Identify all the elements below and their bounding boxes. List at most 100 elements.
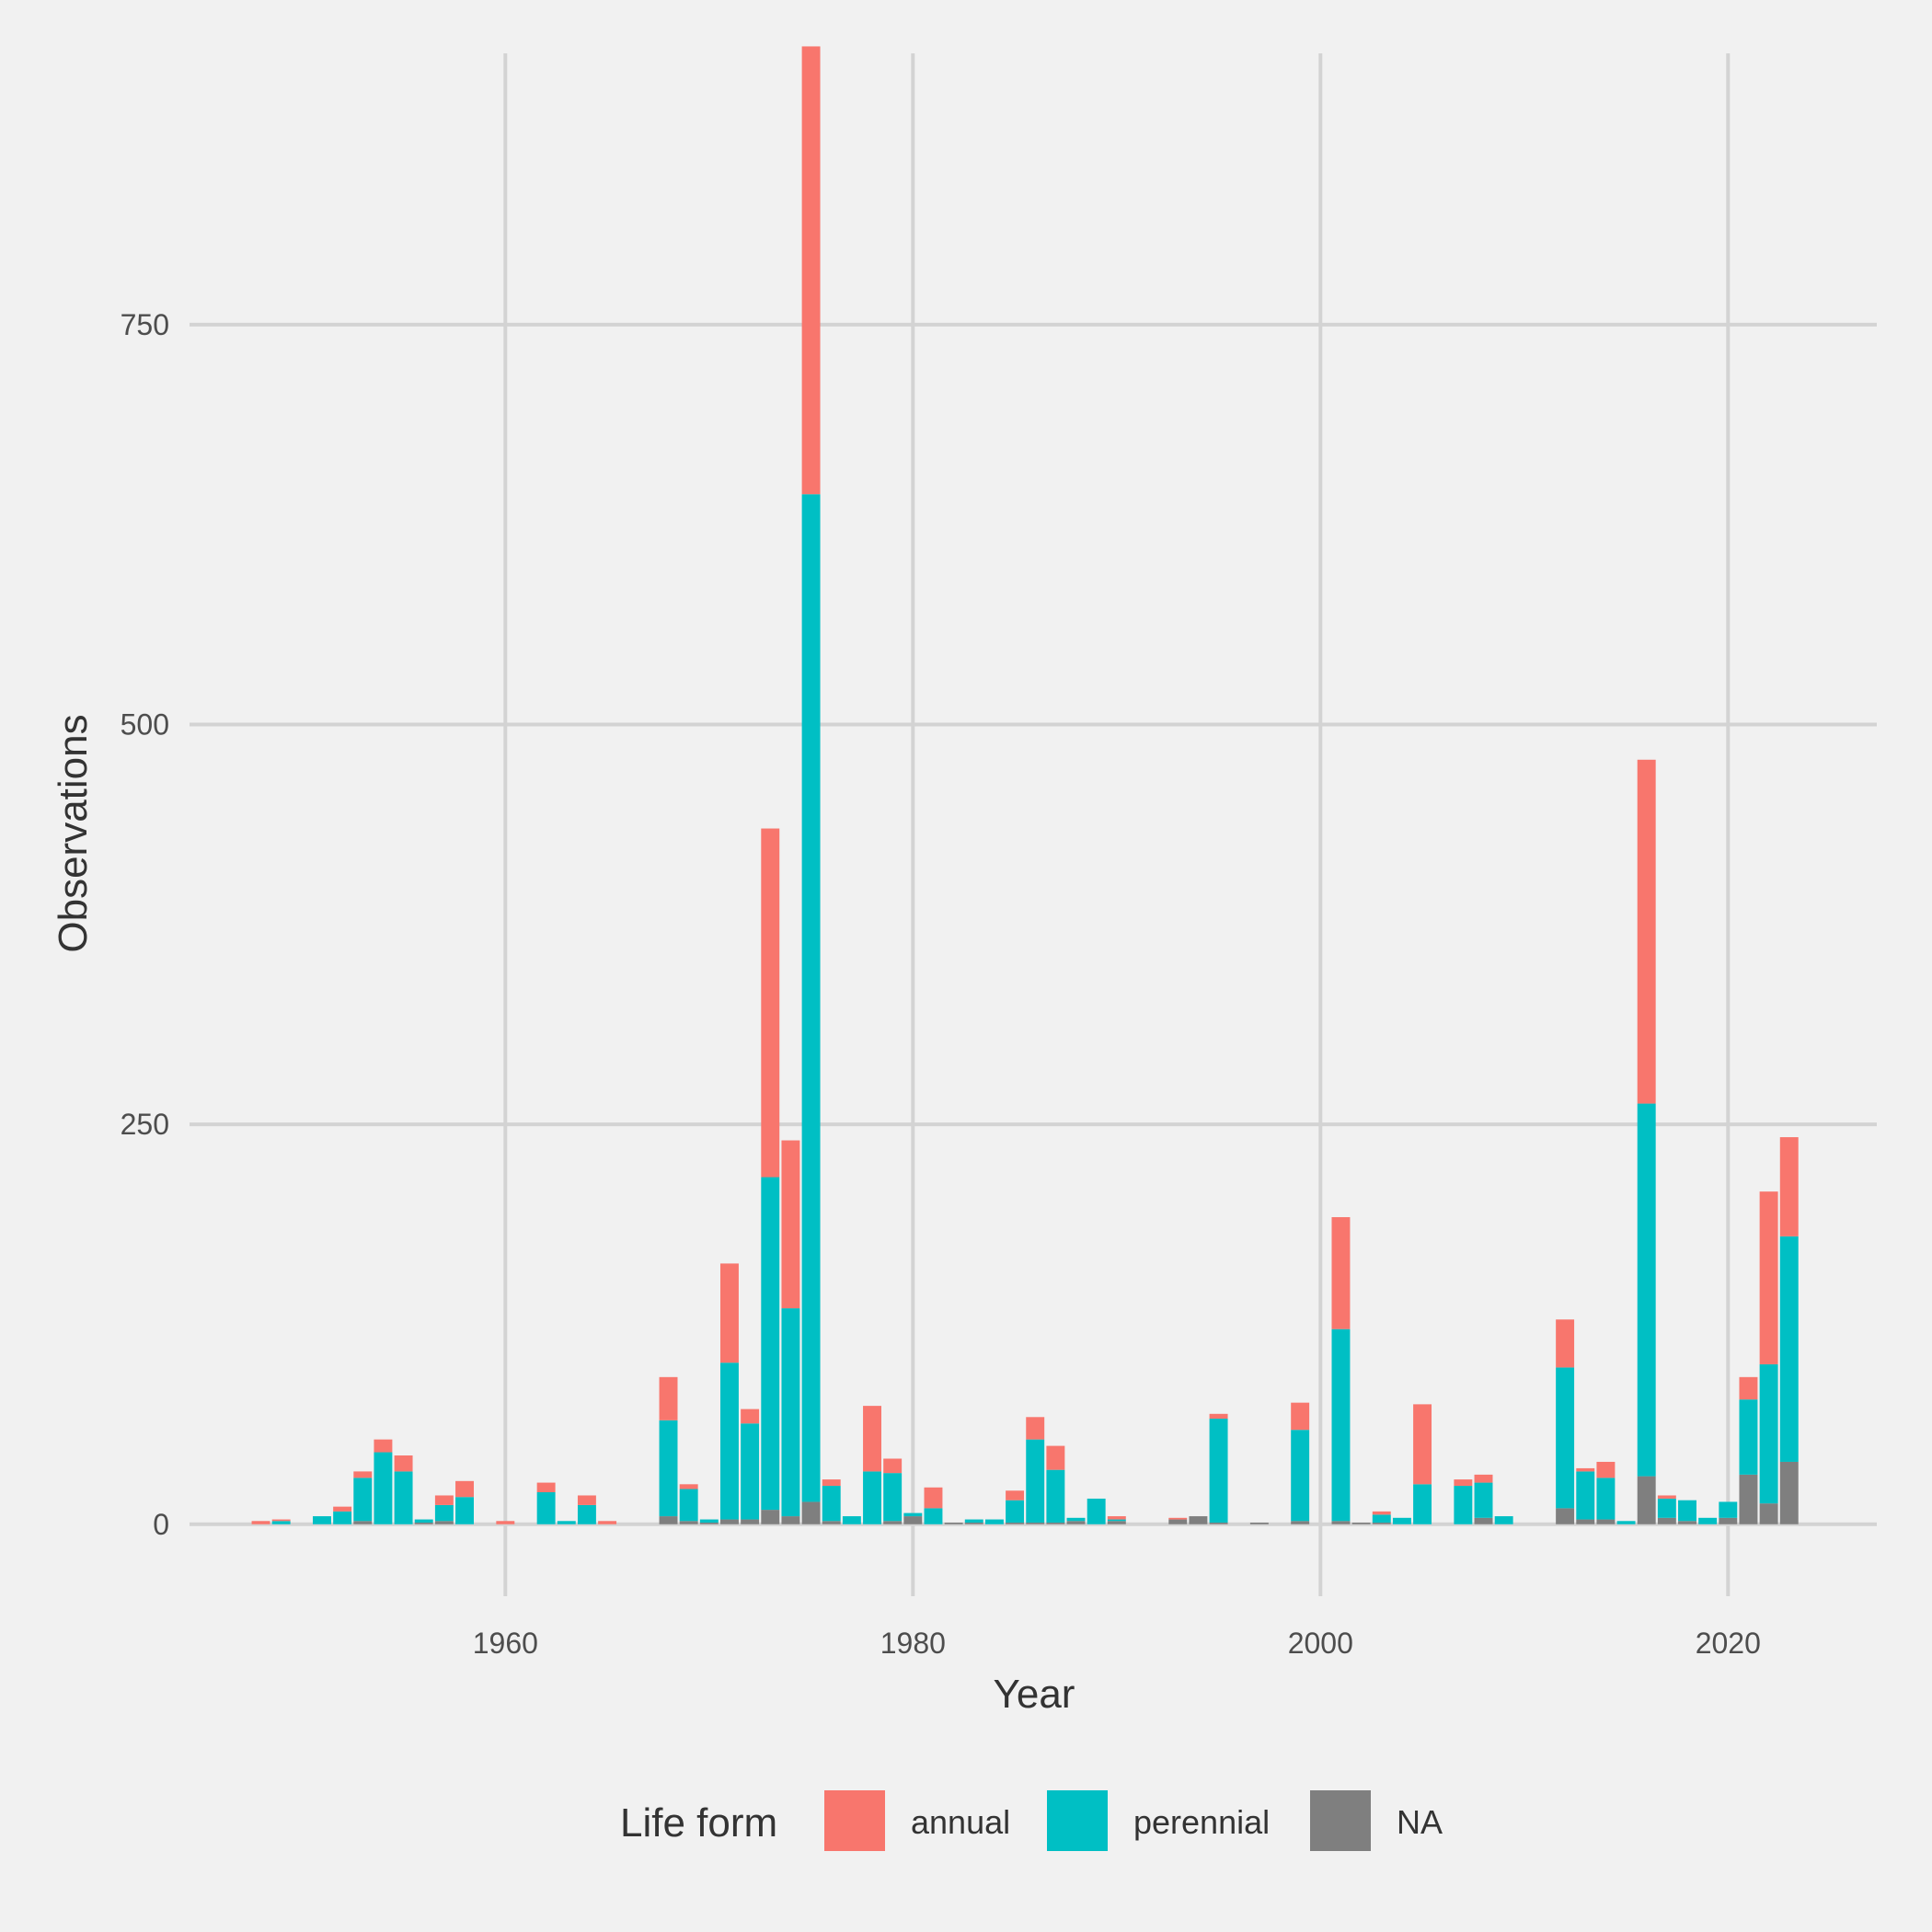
bar-annual-1948 bbox=[251, 1521, 270, 1524]
bar-annual-1964 bbox=[577, 1495, 596, 1505]
bar-na-2013 bbox=[1576, 1519, 1595, 1524]
y-tick-label: 500 bbox=[121, 708, 169, 742]
bar-annual-1978 bbox=[863, 1406, 881, 1472]
bar-annual-1993 bbox=[1168, 1517, 1188, 1520]
bar-perennial-1973 bbox=[761, 1177, 780, 1511]
bar-na-1953 bbox=[353, 1521, 373, 1524]
bar-perennial-1962 bbox=[536, 1492, 556, 1524]
bar-perennial-2020 bbox=[1719, 1501, 1738, 1518]
bar-annual-1995 bbox=[1209, 1413, 1228, 1420]
bar-perennial-2017 bbox=[1657, 1498, 1676, 1518]
bar-na-1973 bbox=[761, 1510, 780, 1524]
bar-perennial-2019 bbox=[1698, 1517, 1718, 1524]
bar-na-2016 bbox=[1637, 1476, 1656, 1524]
bar-perennial-1990 bbox=[1107, 1519, 1126, 1522]
bar-na-1988 bbox=[1066, 1521, 1086, 1524]
bar-na-1997 bbox=[1249, 1523, 1269, 1524]
bar-perennial-1951 bbox=[313, 1516, 331, 1524]
bar-na-2003 bbox=[1372, 1523, 1391, 1524]
bar-perennial-1981 bbox=[924, 1508, 943, 1524]
stacked-bars bbox=[251, 46, 1799, 1524]
bar-annual-1981 bbox=[924, 1487, 943, 1509]
bar-na-1990 bbox=[1107, 1521, 1126, 1524]
x-tick-label: 2020 bbox=[1696, 1627, 1761, 1660]
bar-perennial-2022 bbox=[1759, 1363, 1778, 1504]
bar-perennial-1985 bbox=[1006, 1500, 1025, 1524]
x-tick-label: 2000 bbox=[1288, 1627, 1353, 1660]
bar-annual-1979 bbox=[883, 1458, 903, 1474]
bar-annual-1976 bbox=[822, 1479, 841, 1487]
bar-annual-1975 bbox=[801, 46, 821, 495]
bar-annual-1953 bbox=[353, 1471, 373, 1478]
bar-na-1985 bbox=[1006, 1523, 1025, 1524]
bar-perennial-1956 bbox=[414, 1519, 433, 1524]
bar-perennial-1958 bbox=[455, 1497, 474, 1524]
bar-perennial-2012 bbox=[1556, 1367, 1575, 1509]
bar-na-2008 bbox=[1474, 1517, 1493, 1524]
bar-annual-2022 bbox=[1759, 1191, 1778, 1364]
bar-perennial-2008 bbox=[1474, 1482, 1493, 1518]
bar-annual-2001 bbox=[1331, 1216, 1351, 1329]
bar-annual-2012 bbox=[1556, 1319, 1575, 1368]
bar-annual-2008 bbox=[1474, 1474, 1493, 1483]
y-tick-label: 0 bbox=[153, 1508, 169, 1541]
bar-annual-2017 bbox=[1657, 1495, 1676, 1499]
bar-annual-2007 bbox=[1454, 1479, 1473, 1487]
bar-annual-1985 bbox=[1006, 1490, 1025, 1501]
bar-perennial-1969 bbox=[679, 1489, 698, 1522]
x-axis-title: Year bbox=[994, 1672, 1075, 1717]
bar-annual-1974 bbox=[781, 1140, 800, 1309]
bar-na-1971 bbox=[720, 1519, 739, 1524]
bar-annual-2023 bbox=[1779, 1137, 1799, 1236]
bar-annual-1972 bbox=[741, 1409, 760, 1424]
bar-na-1957 bbox=[434, 1521, 454, 1524]
bar-perennial-1954 bbox=[374, 1452, 393, 1524]
legend: Life form annual perennial NA bbox=[620, 1790, 1443, 1851]
bar-na-2014 bbox=[1596, 1519, 1616, 1524]
bar-na-1995 bbox=[1209, 1523, 1228, 1524]
y-tick-label: 250 bbox=[121, 1108, 169, 1141]
bar-perennial-2018 bbox=[1678, 1500, 1696, 1522]
bar-perennial-1971 bbox=[720, 1363, 739, 1520]
bar-perennial-1952 bbox=[333, 1511, 352, 1524]
bar-na-1986 bbox=[1026, 1523, 1045, 1524]
bar-annual-2021 bbox=[1739, 1376, 1758, 1400]
y-axis-tick-labels: 0 250 500 750 bbox=[121, 308, 169, 1541]
bar-perennial-1955 bbox=[394, 1471, 413, 1524]
x-axis-tick-labels: 1960 1980 2000 2020 bbox=[473, 1627, 1761, 1660]
bar-perennial-2023 bbox=[1779, 1236, 1799, 1462]
bar-perennial-2014 bbox=[1596, 1478, 1616, 1520]
bar-annual-2016 bbox=[1637, 759, 1656, 1104]
legend-label-annual: annual bbox=[911, 1803, 1010, 1841]
legend-title: Life form bbox=[620, 1800, 777, 1846]
bar-na-1982 bbox=[944, 1523, 963, 1524]
bar-na-1980 bbox=[903, 1516, 923, 1524]
bar-na-1993 bbox=[1168, 1519, 1188, 1524]
bar-annual-1954 bbox=[374, 1439, 393, 1453]
bar-annual-1960 bbox=[496, 1521, 515, 1524]
bar-perennial-1968 bbox=[659, 1420, 678, 1517]
bar-perennial-1977 bbox=[842, 1516, 861, 1524]
x-tick-label: 1980 bbox=[880, 1627, 946, 1660]
bar-annual-1968 bbox=[659, 1376, 678, 1420]
y-axis-title: Observations bbox=[51, 714, 96, 952]
bar-annual-2005 bbox=[1413, 1404, 1432, 1485]
bar-na-1987 bbox=[1046, 1523, 1065, 1524]
bar-perennial-1999 bbox=[1291, 1430, 1310, 1522]
bar-na-2017 bbox=[1657, 1517, 1676, 1524]
bar-perennial-1987 bbox=[1046, 1469, 1065, 1524]
bar-perennial-2009 bbox=[1494, 1516, 1513, 1524]
bar-perennial-1949 bbox=[271, 1521, 291, 1524]
bar-annual-1955 bbox=[394, 1455, 413, 1472]
grid-lines bbox=[190, 53, 1877, 1596]
bar-na-1994 bbox=[1189, 1516, 1208, 1524]
bar-na-2018 bbox=[1678, 1521, 1696, 1524]
bar-perennial-1979 bbox=[883, 1473, 903, 1522]
bar-perennial-1988 bbox=[1066, 1517, 1086, 1522]
bar-na-1979 bbox=[883, 1521, 903, 1524]
bar-annual-1965 bbox=[598, 1521, 617, 1524]
y-tick-label: 750 bbox=[121, 308, 169, 341]
bar-annual-1957 bbox=[434, 1495, 454, 1505]
bar-perennial-2005 bbox=[1413, 1484, 1432, 1524]
